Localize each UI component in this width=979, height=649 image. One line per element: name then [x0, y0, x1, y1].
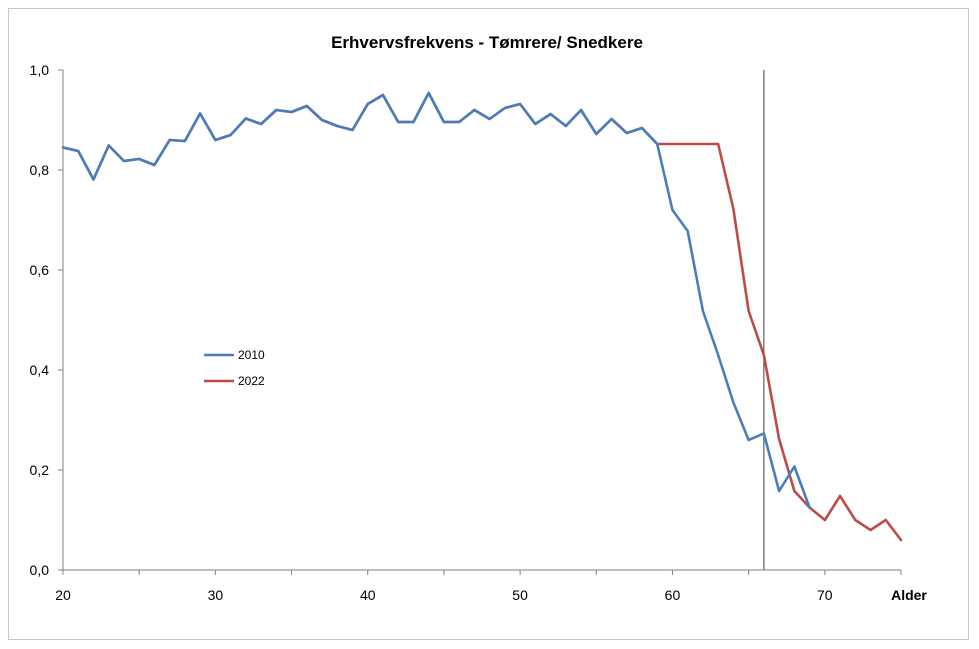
series-line-2010: [61, 91, 811, 509]
x-tick-label: 70: [817, 587, 833, 603]
legend-item-2022: 2022: [204, 374, 265, 388]
y-tick-label: 0,6: [30, 262, 50, 278]
series-layer: [61, 91, 903, 542]
x-tick-label: 40: [360, 587, 376, 603]
x-tick-label: 60: [665, 587, 681, 603]
x-tick-label: 20: [55, 587, 71, 603]
chart-frame: [8, 8, 969, 640]
chart-title: Erhvervsfrekvens - Tømrere/ Snedkere: [331, 33, 643, 52]
y-tick-label: 0,0: [30, 562, 50, 578]
x-axis-title: Alder: [891, 587, 927, 603]
x-tick-label: 30: [208, 587, 224, 603]
series-2010: [61, 91, 811, 509]
y-tick-label: 0,8: [30, 162, 50, 178]
legend-label: 2022: [238, 374, 265, 388]
y-tick-label: 0,4: [30, 362, 50, 378]
legend: 2010 2022: [204, 348, 265, 388]
y-tick-label: 1,0: [30, 62, 50, 78]
legend-label: 2010: [238, 348, 265, 362]
legend-item-2010: 2010: [204, 348, 265, 362]
x-tick-label: 50: [512, 587, 528, 603]
axes: 0,0 0,2 0,4 0,6 0,8 1,0 20 30 40 50 60 70 Alder: [30, 62, 928, 603]
y-tick-label: 0,2: [30, 462, 50, 478]
